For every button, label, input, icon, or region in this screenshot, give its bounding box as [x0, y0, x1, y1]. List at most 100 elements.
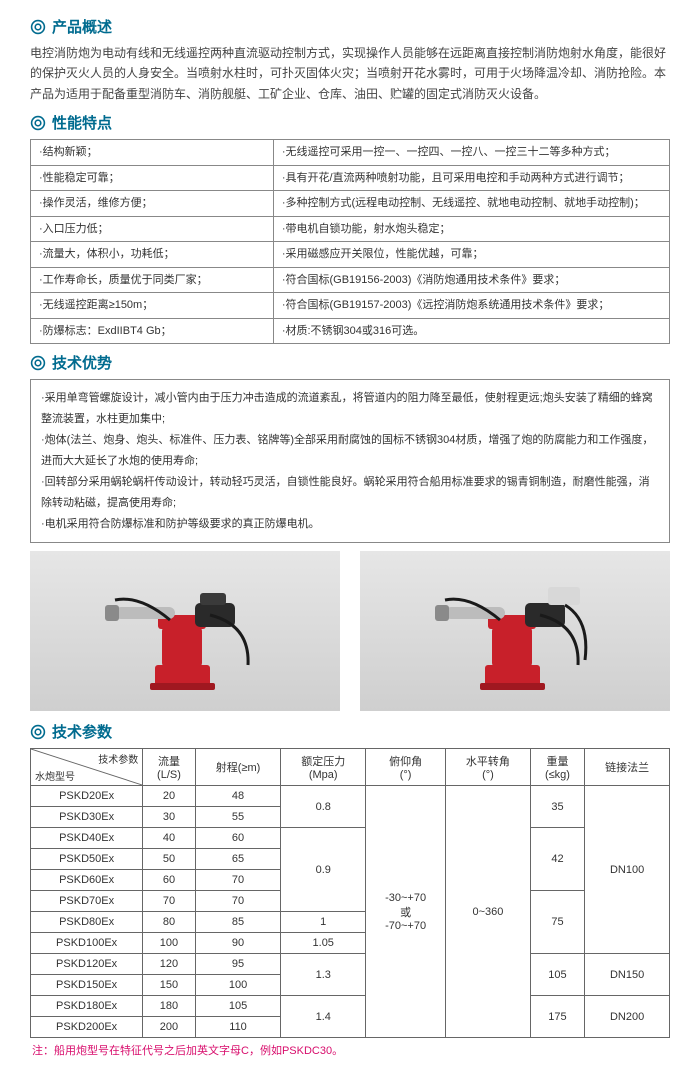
- flange-cell: DN100: [585, 786, 670, 954]
- range-cell: 110: [195, 1017, 281, 1038]
- pressure-cell: 1.4: [281, 996, 366, 1038]
- flow-cell: 40: [143, 828, 196, 849]
- section-title: 技术参数: [52, 721, 112, 742]
- feature-cell: ·流量大，体积小，功耗低；: [31, 242, 274, 268]
- pressure-cell: 0.9: [281, 828, 366, 912]
- fire-cannon-icon: [100, 565, 270, 698]
- product-images-row: [30, 551, 670, 711]
- model-cell: PSKD100Ex: [31, 933, 143, 954]
- target-icon: [30, 355, 46, 371]
- model-cell: PSKD20Ex: [31, 786, 143, 807]
- model-cell: PSKD180Ex: [31, 996, 143, 1017]
- feature-cell: ·入口压力低；: [31, 216, 274, 242]
- feature-cell: ·符合国标(GB19157-2003)《远控消防炮系统通用技术条件》要求；: [273, 293, 669, 319]
- pressure-cell: 0.8: [281, 786, 366, 828]
- param-header: 俯仰角 (°): [366, 749, 446, 786]
- advantage-item: ·采用单弯管螺旋设计，减小管内由于压力冲击造成的流道紊乱，将管道内的阻力降至最低…: [41, 388, 659, 430]
- weight-cell: 175: [530, 996, 584, 1038]
- pressure-cell: 1.3: [281, 954, 366, 996]
- weight-cell: 105: [530, 954, 584, 996]
- advantage-item: ·电机采用符合防爆标准和防护等级要求的真正防爆电机。: [41, 514, 659, 535]
- param-header: 链接法兰: [585, 749, 670, 786]
- flow-cell: 80: [143, 912, 196, 933]
- feature-cell: ·防爆标志：ExdIIBT4 Gb；: [31, 318, 274, 344]
- weight-cell: 35: [530, 786, 584, 828]
- range-cell: 95: [195, 954, 281, 975]
- model-cell: PSKD200Ex: [31, 1017, 143, 1038]
- target-icon: [30, 19, 46, 35]
- param-header: 流量 (L/S): [143, 749, 196, 786]
- model-cell: PSKD70Ex: [31, 891, 143, 912]
- feature-cell: ·结构新颖；: [31, 140, 274, 166]
- feature-cell: ·性能稳定可靠；: [31, 165, 274, 191]
- param-header: 水平转角 (°): [446, 749, 531, 786]
- flow-cell: 120: [143, 954, 196, 975]
- pitch-cell: -30~+70 或 -70~+70: [366, 786, 446, 1038]
- range-cell: 105: [195, 996, 281, 1017]
- flow-cell: 70: [143, 891, 196, 912]
- product-image-1: [30, 551, 340, 711]
- range-cell: 70: [195, 870, 281, 891]
- section-title: 技术优势: [52, 352, 112, 373]
- params-table: 技术参数水炮型号流量 (L/S)射程(≥m)额定压力 (Mpa)俯仰角 (°)水…: [30, 748, 670, 1038]
- weight-cell: 75: [530, 891, 584, 954]
- param-header: 重量 (≤kg): [530, 749, 584, 786]
- target-icon: [30, 724, 46, 740]
- pressure-cell: 1: [281, 912, 366, 933]
- flow-cell: 200: [143, 1017, 196, 1038]
- flow-cell: 60: [143, 870, 196, 891]
- section-title: 性能特点: [52, 112, 112, 133]
- advantage-item: ·炮体(法兰、炮身、炮头、标准件、压力表、铭牌等)全部采用耐腐蚀的国标不锈钢30…: [41, 430, 659, 472]
- range-cell: 70: [195, 891, 281, 912]
- model-cell: PSKD80Ex: [31, 912, 143, 933]
- model-cell: PSKD50Ex: [31, 849, 143, 870]
- flange-cell: DN150: [585, 954, 670, 996]
- model-cell: PSKD120Ex: [31, 954, 143, 975]
- horiz-cell: 0~360: [446, 786, 531, 1038]
- range-cell: 90: [195, 933, 281, 954]
- flow-cell: 100: [143, 933, 196, 954]
- target-icon: [30, 115, 46, 131]
- weight-cell: 42: [530, 828, 584, 891]
- flow-cell: 150: [143, 975, 196, 996]
- section-heading-features: 性能特点: [30, 112, 670, 133]
- range-cell: 48: [195, 786, 281, 807]
- feature-cell: ·多种控制方式(远程电动控制、无线遥控、就地电动控制、就地手动控制)；: [273, 191, 669, 217]
- feature-cell: ·符合国标(GB19156-2003)《消防炮通用技术条件》要求；: [273, 267, 669, 293]
- section-heading-overview: 产品概述: [30, 16, 670, 37]
- section-heading-params: 技术参数: [30, 721, 670, 742]
- range-cell: 60: [195, 828, 281, 849]
- model-cell: PSKD60Ex: [31, 870, 143, 891]
- feature-cell: ·采用磁感应开关限位，性能优越，可靠；: [273, 242, 669, 268]
- advantage-item: ·回转部分采用蜗轮蜗杆传动设计，转动轻巧灵活，自锁性能良好。蜗轮采用符合船用标准…: [41, 472, 659, 514]
- range-cell: 55: [195, 807, 281, 828]
- feature-cell: ·具有开花/直流两种喷射功能，且可采用电控和手动两种方式进行调节；: [273, 165, 669, 191]
- section-heading-advantages: 技术优势: [30, 352, 670, 373]
- flow-cell: 30: [143, 807, 196, 828]
- section-title: 产品概述: [52, 16, 112, 37]
- feature-cell: ·操作灵活，维修方便；: [31, 191, 274, 217]
- flow-cell: 50: [143, 849, 196, 870]
- flow-cell: 180: [143, 996, 196, 1017]
- flange-cell: DN200: [585, 996, 670, 1038]
- flow-cell: 20: [143, 786, 196, 807]
- product-image-2: [360, 551, 670, 711]
- model-cell: PSKD30Ex: [31, 807, 143, 828]
- range-cell: 85: [195, 912, 281, 933]
- params-corner: 技术参数水炮型号: [31, 749, 143, 786]
- model-cell: PSKD40Ex: [31, 828, 143, 849]
- overview-text: 电控消防炮为电动有线和无线遥控两种直流驱动控制方式，实现操作人员能够在远距离直接…: [30, 43, 670, 104]
- range-cell: 100: [195, 975, 281, 996]
- param-header: 额定压力 (Mpa): [281, 749, 366, 786]
- fire-cannon-icon: [430, 565, 600, 698]
- advantages-box: ·采用单弯管螺旋设计，减小管内由于压力冲击造成的流道紊乱，将管道内的阻力降至最低…: [30, 379, 670, 543]
- features-table: ·结构新颖；·无线遥控可采用一控一、一控四、一控八、一控三十二等多种方式；·性能…: [30, 139, 670, 344]
- feature-cell: ·带电机自锁功能，射水炮头稳定；: [273, 216, 669, 242]
- feature-cell: ·无线遥控可采用一控一、一控四、一控八、一控三十二等多种方式；: [273, 140, 669, 166]
- feature-cell: ·工作寿命长，质量优于同类厂家；: [31, 267, 274, 293]
- feature-cell: ·材质:不锈钢304或316可选。: [273, 318, 669, 344]
- model-cell: PSKD150Ex: [31, 975, 143, 996]
- range-cell: 65: [195, 849, 281, 870]
- param-header: 射程(≥m): [195, 749, 281, 786]
- pressure-cell: 1.05: [281, 933, 366, 954]
